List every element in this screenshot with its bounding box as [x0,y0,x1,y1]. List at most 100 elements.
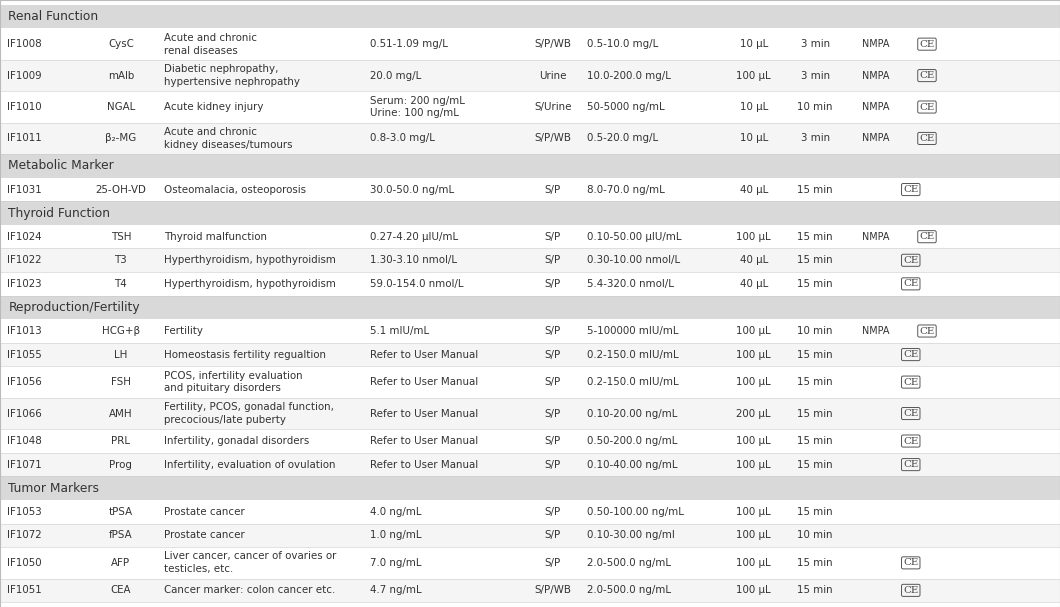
Text: IF1066: IF1066 [7,409,42,419]
Text: 100 μL: 100 μL [737,531,771,540]
Text: CE: CE [903,460,918,469]
Text: 100 μL: 100 μL [737,350,771,359]
Text: 3 min: 3 min [800,70,830,81]
Bar [0,5,1060,29]
Bar [0,123,1060,154]
Text: 15 min: 15 min [797,459,833,470]
Text: mAlb: mAlb [108,70,134,81]
Text: T4: T4 [114,279,127,289]
Text: LH: LH [114,350,127,359]
Text: Acute and chronic
renal diseases: Acute and chronic renal diseases [164,33,258,56]
Text: 10.0-200.0 mg/L: 10.0-200.0 mg/L [587,70,671,81]
Text: 40 μL: 40 μL [740,279,767,289]
Text: Acute kidney injury: Acute kidney injury [164,102,264,112]
Text: 5.4-320.0 nmol/L: 5.4-320.0 nmol/L [587,279,674,289]
Text: 15 min: 15 min [797,350,833,359]
Text: Renal Function: Renal Function [8,10,99,23]
Text: 40 μL: 40 μL [740,185,767,195]
Text: 100 μL: 100 μL [737,326,771,336]
Text: 7.0 ng/mL: 7.0 ng/mL [370,558,422,568]
Bar [0,398,1060,429]
Text: 0.2-150.0 mIU/mL: 0.2-150.0 mIU/mL [587,350,678,359]
Text: S/P: S/P [545,507,561,517]
Text: PCOS, infertility evaluation
and pituitary disorders: PCOS, infertility evaluation and pituita… [164,371,303,393]
Text: S/P: S/P [545,350,561,359]
Text: NMPA: NMPA [862,70,889,81]
Text: 100 μL: 100 μL [737,585,771,595]
Text: Thyroid Function: Thyroid Function [8,206,110,220]
Text: S/P: S/P [545,232,561,242]
Text: CE: CE [903,350,918,359]
Text: S/P/WB: S/P/WB [534,585,571,595]
Text: NMPA: NMPA [862,39,889,49]
Text: 0.8-3.0 mg/L: 0.8-3.0 mg/L [370,134,435,143]
Text: 15 min: 15 min [797,409,833,419]
Text: 50-5000 ng/mL: 50-5000 ng/mL [587,102,665,112]
Text: Refer to User Manual: Refer to User Manual [370,459,478,470]
Text: 2.0-500.0 ng/mL: 2.0-500.0 ng/mL [587,558,671,568]
Text: 0.50-100.00 ng/mL: 0.50-100.00 ng/mL [587,507,684,517]
Text: IF1011: IF1011 [7,134,42,143]
Text: TSH: TSH [110,232,131,242]
Text: Acute and chronic
kidney diseases/tumours: Acute and chronic kidney diseases/tumour… [164,127,293,150]
Text: S/P: S/P [545,558,561,568]
Text: PRL: PRL [111,436,130,446]
Text: 20.0 mg/L: 20.0 mg/L [370,70,421,81]
Text: 100 μL: 100 μL [737,507,771,517]
Text: 15 min: 15 min [797,377,833,387]
Text: 10 μL: 10 μL [740,39,767,49]
Text: 5.1 mIU/mL: 5.1 mIU/mL [370,326,429,336]
Text: 2.0-500.0 ng/mL: 2.0-500.0 ng/mL [587,585,671,595]
Bar [0,547,1060,578]
Text: Liver cancer, cancer of ovaries or
testicles, etc.: Liver cancer, cancer of ovaries or testi… [164,551,337,574]
Text: FSH: FSH [111,377,130,387]
Text: CE: CE [919,103,935,112]
Text: Refer to User Manual: Refer to User Manual [370,436,478,446]
Text: CE: CE [919,134,935,143]
Text: CE: CE [903,378,918,387]
Text: IF1023: IF1023 [7,279,42,289]
Text: 0.50-200.0 ng/mL: 0.50-200.0 ng/mL [587,436,677,446]
Text: 100 μL: 100 μL [737,232,771,242]
Text: Fertility, PCOS, gonadal function,
precocious/late puberty: Fertility, PCOS, gonadal function, preco… [164,402,334,425]
Text: 15 min: 15 min [797,279,833,289]
Bar [0,343,1060,367]
Text: Tumor Markers: Tumor Markers [8,482,100,495]
Text: IF1050: IF1050 [7,558,42,568]
Bar [0,524,1060,547]
Text: 15 min: 15 min [797,256,833,265]
Text: 10 min: 10 min [797,531,833,540]
Text: IF1013: IF1013 [7,326,42,336]
Text: 0.5-20.0 mg/L: 0.5-20.0 mg/L [587,134,658,143]
Text: IF1031: IF1031 [7,185,42,195]
Text: IF1071: IF1071 [7,459,42,470]
Text: CysC: CysC [108,39,134,49]
Text: Refer to User Manual: Refer to User Manual [370,350,478,359]
Text: CE: CE [903,436,918,446]
Text: Refer to User Manual: Refer to User Manual [370,377,478,387]
Text: Diabetic nephropathy,
hypertensive nephropathy: Diabetic nephropathy, hypertensive nephr… [164,64,300,87]
Text: IF1053: IF1053 [7,507,42,517]
Text: Serum: 200 ng/mL
Urine: 100 ng/mL: Serum: 200 ng/mL Urine: 100 ng/mL [370,96,465,118]
Text: S/P/WB: S/P/WB [534,134,571,143]
Text: 15 min: 15 min [797,507,833,517]
Bar [0,578,1060,602]
Text: 1.0 ng/mL: 1.0 ng/mL [370,531,422,540]
Text: S/P: S/P [545,409,561,419]
Text: 1.30-3.10 nmol/L: 1.30-3.10 nmol/L [370,256,457,265]
Text: 5-100000 mIU/mL: 5-100000 mIU/mL [587,326,678,336]
Bar [0,154,1060,178]
Text: IF1072: IF1072 [7,531,42,540]
Text: S/P: S/P [545,377,561,387]
Text: CEA: CEA [110,585,131,595]
Text: 59.0-154.0 nmol/L: 59.0-154.0 nmol/L [370,279,463,289]
Text: 0.10-30.00 ng/ml: 0.10-30.00 ng/ml [587,531,675,540]
Text: CE: CE [919,327,935,336]
Text: 25-OH-VD: 25-OH-VD [95,185,146,195]
Text: 0.30-10.00 nmol/L: 0.30-10.00 nmol/L [587,256,681,265]
Text: 4.7 ng/mL: 4.7 ng/mL [370,585,422,595]
Text: IF1056: IF1056 [7,377,42,387]
Text: S/P: S/P [545,279,561,289]
Text: IF1009: IF1009 [7,70,42,81]
Text: tPSA: tPSA [109,507,132,517]
